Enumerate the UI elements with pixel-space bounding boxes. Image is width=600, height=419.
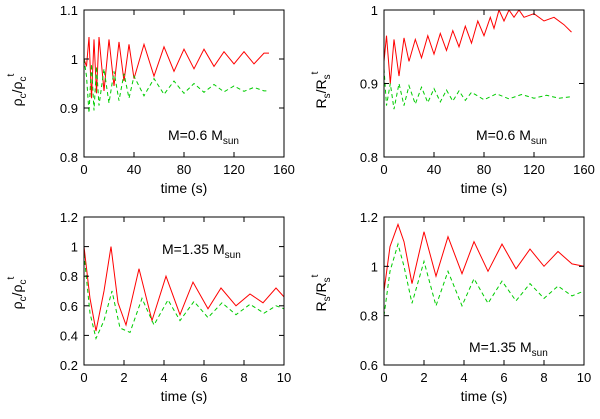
- y-tick-label: 0.8: [360, 309, 378, 324]
- y-label-main: R: [313, 98, 329, 108]
- y-label-over: /ρ: [9, 284, 25, 296]
- y-tick-label: 0.9: [60, 101, 78, 116]
- x-tick-label: 10: [277, 370, 291, 385]
- series-line-dashed: [384, 68, 572, 110]
- y-label-over: /ρ: [9, 81, 25, 93]
- x-tick-label: 160: [573, 162, 595, 177]
- annotation-sub: sun: [223, 136, 239, 147]
- x-tick-label: 2: [420, 370, 427, 385]
- y-tick-label: 0.6: [60, 299, 78, 314]
- y-label-sub: c: [18, 296, 29, 301]
- y-label-over: /R: [313, 79, 329, 93]
- annotation-sub: sun: [225, 250, 241, 261]
- plot-frame: [383, 216, 585, 366]
- y-label-sub2: s: [322, 277, 333, 282]
- series-line-solid: [384, 222, 584, 292]
- x-tick-label: 6: [500, 370, 507, 385]
- mass-annotation: M=1.35 Msun: [469, 339, 548, 359]
- y-tick-label: 1.2: [360, 210, 378, 225]
- y-tick-label: 1: [71, 52, 78, 67]
- y-tick-label: 1.1: [60, 3, 78, 18]
- mass-annotation: M=0.6 Msun: [476, 127, 547, 147]
- y-tick-label: 1: [371, 3, 378, 18]
- mass-annotation: M=0.6 Msun: [168, 127, 239, 147]
- y-tick-label: 0.9: [360, 77, 378, 92]
- y-label-sub2: c: [18, 279, 29, 284]
- x-tick-label: 6: [200, 370, 207, 385]
- x-tick-label: 4: [160, 370, 167, 385]
- y-label-sup: t: [6, 276, 17, 279]
- y-label-main: ρ: [9, 98, 25, 106]
- y-tick-label: 0.4: [60, 328, 78, 343]
- y-tick-label: 0.8: [60, 150, 78, 165]
- annotation-text: M=1.35 M: [469, 339, 532, 355]
- y-label-sub2: c: [18, 76, 29, 81]
- y-label-sup: t: [6, 73, 17, 76]
- annotation-text: M=1.35 M: [162, 241, 225, 257]
- annotation-text: M=0.6 M: [168, 127, 223, 143]
- y-tick-label: 0.8: [360, 150, 378, 165]
- annotation-sub: sun: [531, 136, 547, 147]
- y-label-sub: s: [322, 296, 333, 301]
- y-tick-label: 1: [371, 259, 378, 274]
- series-line-solid: [84, 36, 269, 99]
- annotation-text: M=0.6 M: [476, 127, 531, 143]
- x-tick-label: 4: [460, 370, 467, 385]
- y-label-over: /R: [313, 282, 329, 296]
- x-tick-label: 0: [380, 370, 387, 385]
- x-tick-label: 120: [523, 162, 545, 177]
- plot-frame: [83, 216, 285, 366]
- x-tick-label: 0: [80, 162, 87, 177]
- series-line-solid: [384, 10, 572, 84]
- x-tick-label: 40: [127, 162, 141, 177]
- y-axis-label: Rs/Rst: [310, 71, 333, 108]
- x-tick-label: 160: [273, 162, 295, 177]
- y-label-sub: s: [322, 93, 333, 98]
- x-tick-label: 8: [540, 370, 547, 385]
- y-label-sub: c: [18, 93, 29, 98]
- x-tick-label: 0: [80, 370, 87, 385]
- y-label-sup: t: [310, 274, 321, 277]
- y-axis-label: ρc/ρct: [6, 276, 29, 309]
- y-tick-label: 0.8: [60, 269, 78, 284]
- series-line-solid: [84, 246, 284, 332]
- mass-annotation: M=1.35 Msun: [162, 241, 241, 261]
- y-label-sup: t: [310, 71, 321, 74]
- x-tick-label: 80: [177, 162, 191, 177]
- y-tick-label: 0.6: [360, 358, 378, 373]
- x-tick-label: 80: [477, 162, 491, 177]
- y-label-main: R: [313, 301, 329, 311]
- y-label-main: ρ: [9, 301, 25, 309]
- x-tick-label: 40: [427, 162, 441, 177]
- x-axis-label: time (s): [461, 388, 508, 404]
- x-tick-label: 8: [240, 370, 247, 385]
- y-tick-label: 1: [71, 240, 78, 255]
- series-line-dashed: [384, 242, 584, 316]
- x-axis-label: time (s): [461, 180, 508, 196]
- x-tick-label: 0: [380, 162, 387, 177]
- y-tick-label: 0.2: [60, 358, 78, 373]
- y-label-sub2: s: [322, 74, 333, 79]
- y-axis-label: ρc/ρct: [6, 73, 29, 106]
- y-tick-label: 1.2: [60, 210, 78, 225]
- x-tick-label: 10: [577, 370, 591, 385]
- x-axis-label: time (s): [161, 388, 208, 404]
- y-axis-label: Rs/Rst: [310, 274, 333, 311]
- series-line-dashed: [84, 58, 269, 113]
- x-tick-label: 2: [120, 370, 127, 385]
- x-axis-label: time (s): [161, 180, 208, 196]
- x-tick-label: 120: [223, 162, 245, 177]
- annotation-sub: sun: [532, 348, 548, 359]
